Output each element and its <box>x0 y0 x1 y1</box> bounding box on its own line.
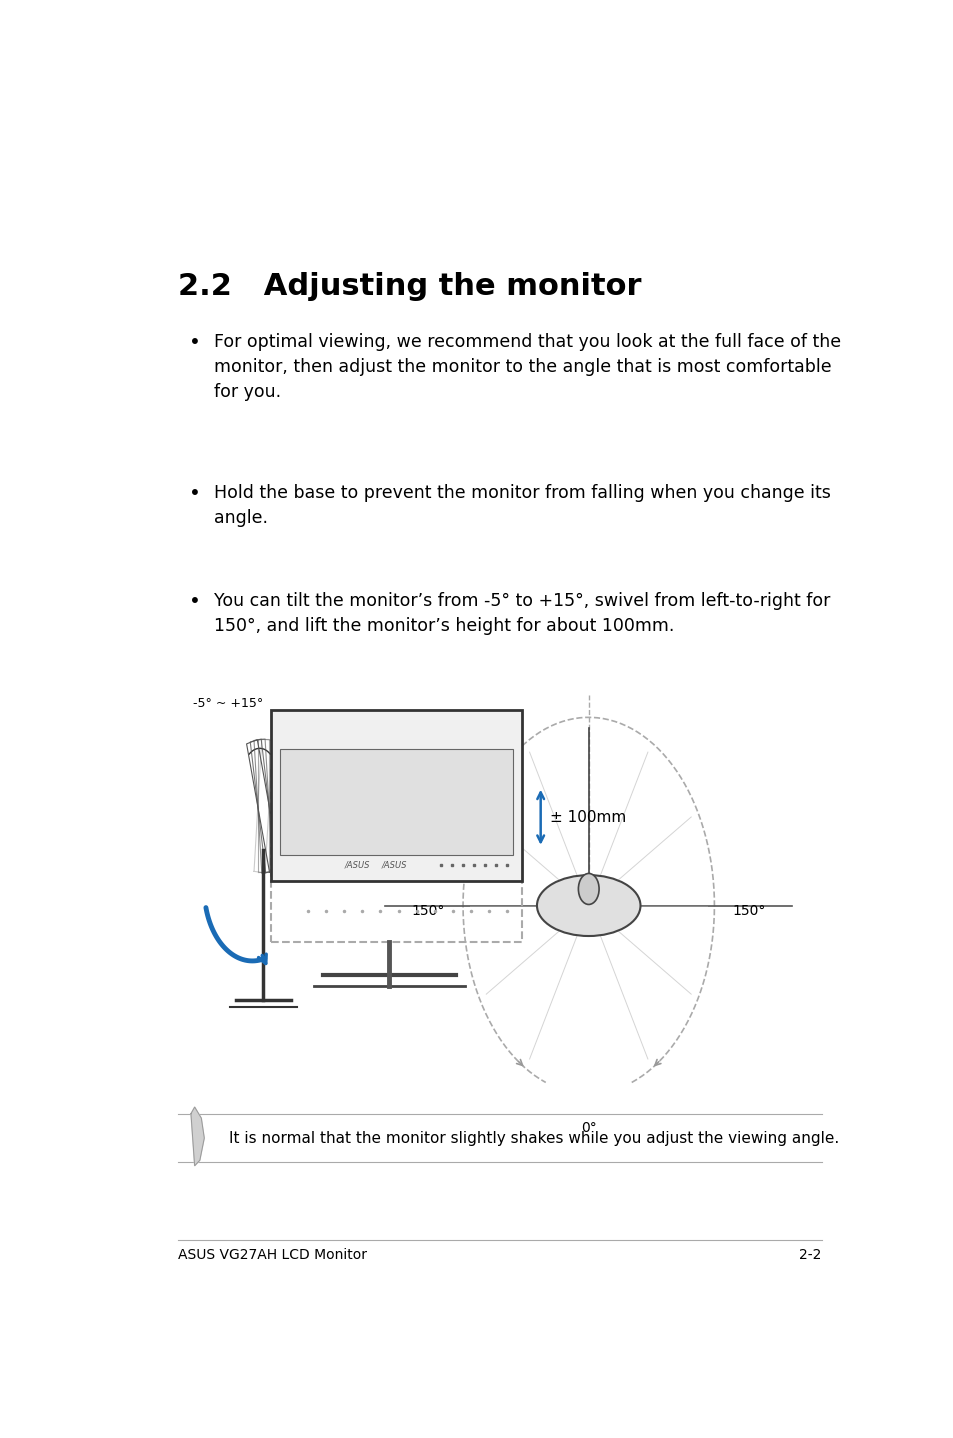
Text: ASUS VG27AH LCD Monitor: ASUS VG27AH LCD Monitor <box>178 1248 367 1263</box>
Text: /ASUS: /ASUS <box>381 861 407 870</box>
Text: 2.2   Adjusting the monitor: 2.2 Adjusting the monitor <box>178 272 641 301</box>
Bar <box>271 771 521 942</box>
Text: Hold the base to prevent the monitor from falling when you change its
angle.: Hold the base to prevent the monitor fro… <box>213 483 830 526</box>
Text: 150°: 150° <box>411 905 444 917</box>
Polygon shape <box>191 1107 204 1166</box>
Text: -5° ~ +15°: -5° ~ +15° <box>193 696 263 709</box>
Text: You can tilt the monitor’s from -5° to +15°, swivel from left-to-right for
150°,: You can tilt the monitor’s from -5° to +… <box>213 592 829 636</box>
Bar <box>271 709 521 881</box>
Ellipse shape <box>578 873 598 905</box>
Text: •: • <box>190 483 201 503</box>
Text: 0°: 0° <box>580 1122 596 1136</box>
Text: •: • <box>190 334 201 352</box>
Ellipse shape <box>537 876 639 936</box>
Text: 2-2: 2-2 <box>799 1248 821 1263</box>
Text: It is normal that the monitor slightly shakes while you adjust the viewing angle: It is normal that the monitor slightly s… <box>229 1130 838 1146</box>
Text: /ASUS: /ASUS <box>344 861 370 870</box>
Text: •: • <box>190 592 201 611</box>
Text: ± 100mm: ± 100mm <box>549 810 625 825</box>
Text: For optimal viewing, we recommend that you look at the full face of the
monitor,: For optimal viewing, we recommend that y… <box>213 334 841 401</box>
Bar <box>279 749 513 854</box>
Text: 150°: 150° <box>732 905 765 917</box>
